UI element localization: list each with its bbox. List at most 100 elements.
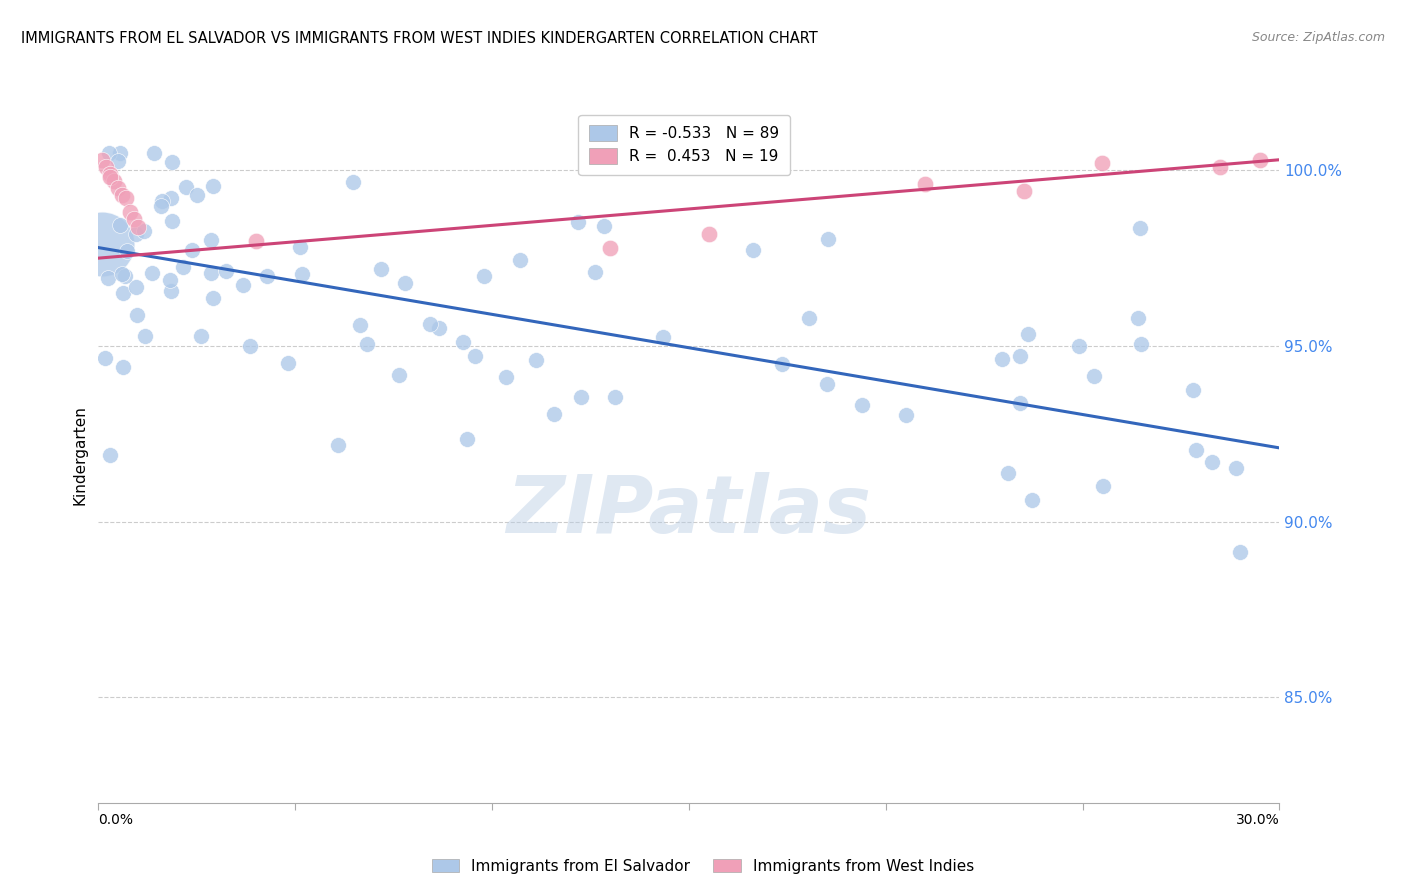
Point xyxy=(118,205,141,219)
Point xyxy=(91,153,114,167)
Point xyxy=(770,357,793,371)
Point xyxy=(1209,160,1232,174)
Point xyxy=(115,191,138,205)
Point xyxy=(1126,311,1149,326)
Point xyxy=(394,276,416,290)
Point xyxy=(174,180,197,194)
Point xyxy=(1182,383,1205,397)
Point xyxy=(342,175,364,189)
Point xyxy=(1091,156,1114,170)
Point xyxy=(111,267,134,281)
Point xyxy=(991,352,1014,367)
Point xyxy=(127,308,149,322)
Point xyxy=(388,368,411,383)
Legend: R = -0.533   N = 89, R =  0.453   N = 19: R = -0.533 N = 89, R = 0.453 N = 19 xyxy=(578,115,790,175)
Point xyxy=(125,227,148,241)
Point xyxy=(98,145,121,160)
Point xyxy=(1225,461,1247,475)
Point xyxy=(134,328,156,343)
Point xyxy=(200,266,222,280)
Point xyxy=(1008,396,1031,410)
Point xyxy=(141,266,163,280)
Point xyxy=(349,318,371,333)
Point xyxy=(98,167,121,181)
Point xyxy=(186,187,208,202)
Point xyxy=(1012,185,1035,199)
Point xyxy=(456,433,478,447)
Point xyxy=(326,437,349,451)
Point xyxy=(1008,349,1031,363)
Point xyxy=(111,187,134,202)
Point xyxy=(160,284,183,298)
Point xyxy=(103,174,125,188)
Point xyxy=(239,339,262,353)
Point xyxy=(567,215,589,229)
Point xyxy=(143,145,166,160)
Point xyxy=(232,278,254,293)
Point xyxy=(96,160,118,174)
Text: Source: ZipAtlas.com: Source: ZipAtlas.com xyxy=(1251,31,1385,45)
Point xyxy=(419,317,441,331)
Point xyxy=(495,369,517,384)
Point xyxy=(599,241,621,255)
Point xyxy=(1130,336,1153,351)
Point xyxy=(256,268,278,283)
Point xyxy=(127,219,149,234)
Point xyxy=(115,244,138,258)
Point xyxy=(603,390,626,404)
Point xyxy=(509,252,531,267)
Point xyxy=(652,330,675,344)
Point xyxy=(356,337,378,351)
Point xyxy=(526,353,548,368)
Point xyxy=(190,329,212,343)
Point xyxy=(543,407,565,421)
Point xyxy=(1017,326,1039,341)
Point xyxy=(997,466,1019,480)
Point xyxy=(277,356,299,370)
Point xyxy=(112,286,135,301)
Point xyxy=(1229,545,1251,559)
Point xyxy=(201,291,224,305)
Point xyxy=(894,408,917,422)
Point xyxy=(817,232,839,246)
Point xyxy=(122,212,145,227)
Point xyxy=(160,154,183,169)
Text: 0.0%: 0.0% xyxy=(98,814,134,828)
Point xyxy=(98,448,121,462)
Point xyxy=(159,191,181,205)
Point xyxy=(1201,454,1223,468)
Point xyxy=(1067,339,1090,353)
Point xyxy=(202,179,225,194)
Point xyxy=(181,243,204,257)
Point xyxy=(93,351,115,366)
Point xyxy=(569,391,592,405)
Point xyxy=(97,270,120,285)
Point xyxy=(91,237,114,252)
Point xyxy=(797,310,820,325)
Point xyxy=(134,224,156,238)
Text: 30.0%: 30.0% xyxy=(1236,814,1279,828)
Point xyxy=(108,218,131,232)
Point xyxy=(1129,221,1152,235)
Point xyxy=(817,376,839,391)
Point xyxy=(215,263,238,277)
Point xyxy=(370,262,392,277)
Point xyxy=(427,320,450,334)
Point xyxy=(108,145,131,160)
Point xyxy=(98,170,121,185)
Point xyxy=(290,240,312,254)
Point xyxy=(851,398,873,412)
Point xyxy=(112,360,135,375)
Point xyxy=(472,268,495,283)
Point xyxy=(107,181,129,195)
Point xyxy=(1249,153,1271,167)
Point xyxy=(464,349,486,363)
Text: ZIPatlas: ZIPatlas xyxy=(506,472,872,549)
Point xyxy=(1092,479,1115,493)
Point xyxy=(150,199,173,213)
Point xyxy=(291,267,314,281)
Point xyxy=(1021,493,1043,508)
Point xyxy=(172,260,194,274)
Point xyxy=(150,194,173,208)
Point xyxy=(451,334,474,349)
